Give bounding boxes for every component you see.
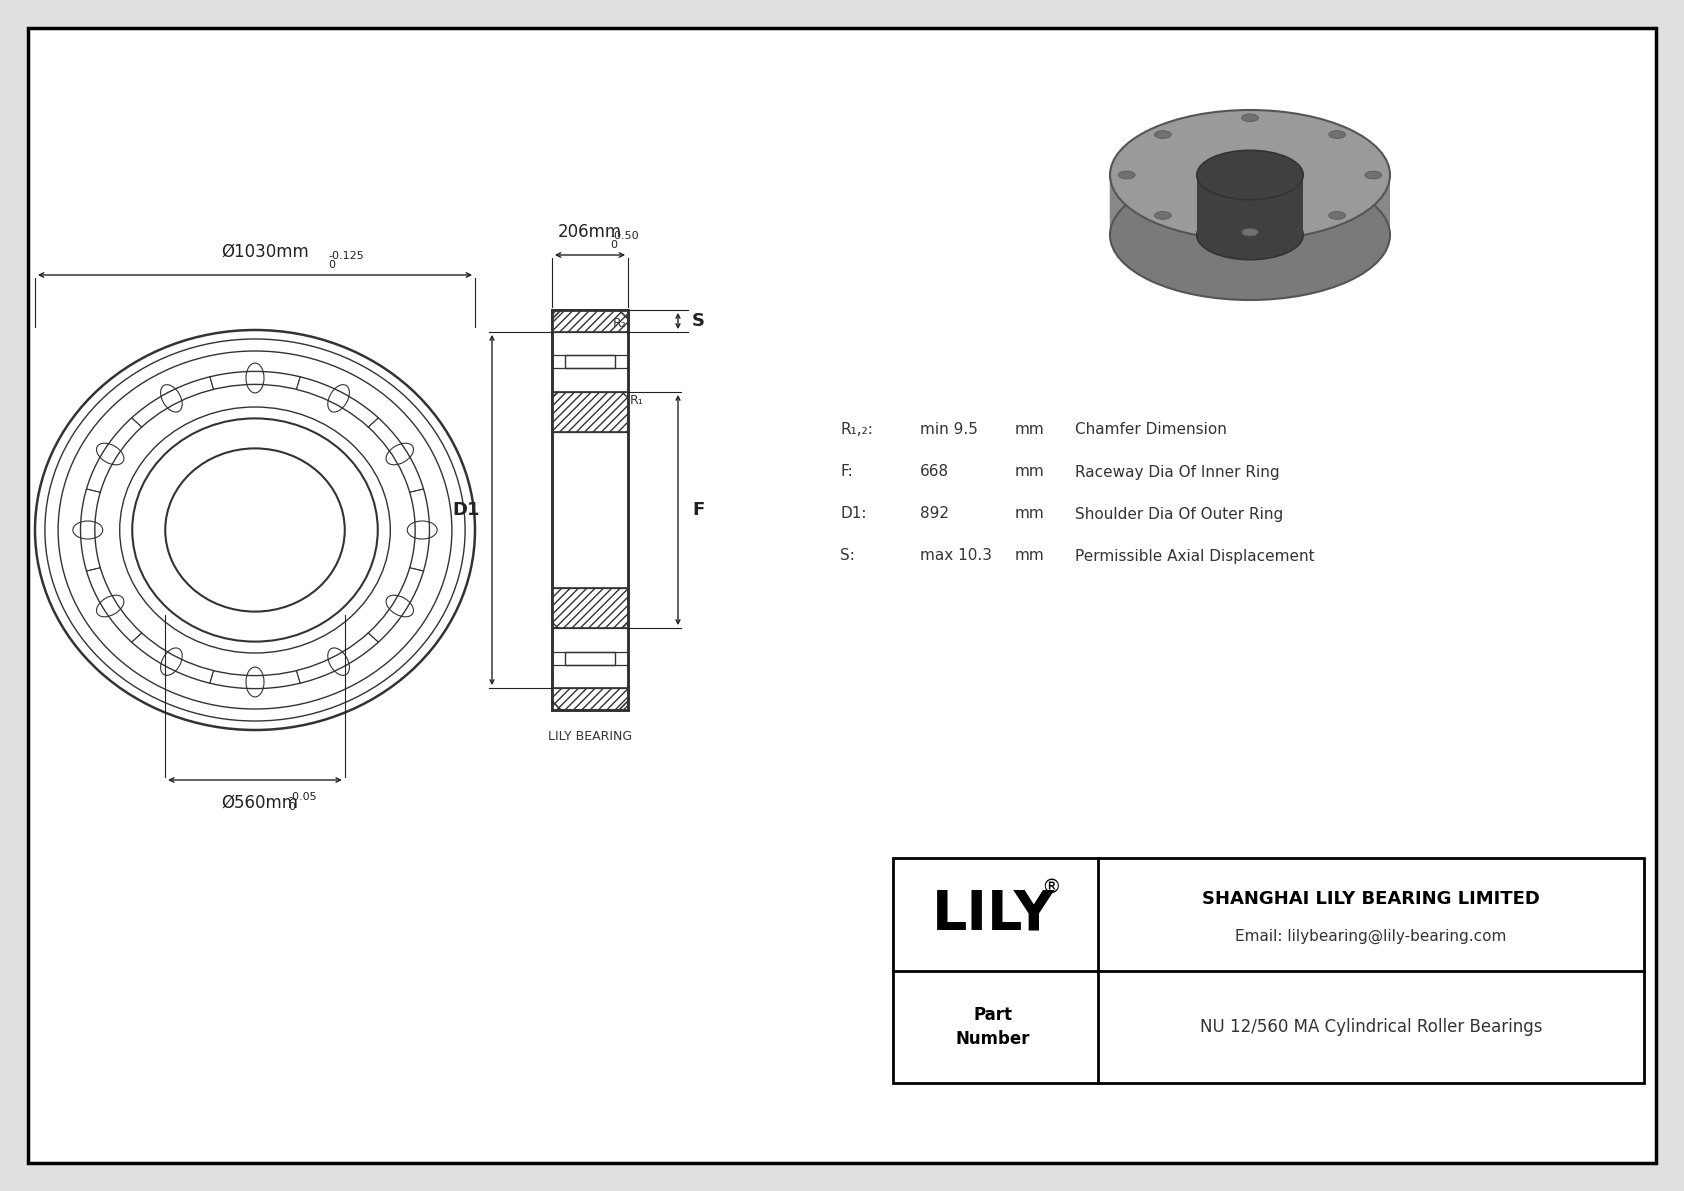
Ellipse shape — [1364, 172, 1381, 179]
Bar — [566, 355, 615, 368]
Text: -0.05: -0.05 — [288, 792, 317, 802]
Text: mm: mm — [1015, 464, 1044, 480]
Text: min 9.5: min 9.5 — [919, 423, 978, 437]
Text: ®: ® — [1041, 878, 1061, 897]
Text: S:: S: — [840, 549, 855, 563]
Bar — [893, 858, 1644, 1083]
Bar — [552, 392, 628, 432]
Text: 206mm: 206mm — [557, 223, 621, 241]
Ellipse shape — [1197, 211, 1303, 260]
Text: -0.50: -0.50 — [610, 231, 638, 241]
Text: 892: 892 — [919, 506, 950, 522]
Text: -0.125: -0.125 — [328, 251, 364, 261]
Text: 0: 0 — [328, 260, 335, 270]
Ellipse shape — [1155, 131, 1172, 138]
Text: mm: mm — [1015, 506, 1044, 522]
Text: Shoulder Dia Of Outer Ring: Shoulder Dia Of Outer Ring — [1074, 506, 1283, 522]
Bar — [1110, 175, 1389, 235]
Ellipse shape — [1110, 110, 1389, 241]
Text: 0: 0 — [288, 802, 295, 812]
Bar — [552, 688, 628, 710]
Text: Permissible Axial Displacement: Permissible Axial Displacement — [1074, 549, 1315, 563]
Bar — [552, 310, 628, 710]
Text: Chamfer Dimension: Chamfer Dimension — [1074, 423, 1228, 437]
Text: LILY BEARING: LILY BEARING — [547, 730, 632, 743]
Text: Raceway Dia Of Inner Ring: Raceway Dia Of Inner Ring — [1074, 464, 1280, 480]
Ellipse shape — [1110, 170, 1389, 300]
Text: D1: D1 — [453, 501, 480, 519]
Text: Part
Number: Part Number — [957, 1006, 1031, 1048]
Bar — [552, 310, 628, 332]
Text: Ø560mm: Ø560mm — [222, 794, 298, 812]
Ellipse shape — [1329, 212, 1346, 219]
Ellipse shape — [1197, 150, 1303, 200]
Text: LILY: LILY — [931, 887, 1054, 941]
Text: R₂: R₂ — [613, 317, 626, 330]
Text: D1:: D1: — [840, 506, 867, 522]
Bar — [552, 310, 628, 710]
Text: Ø1030mm: Ø1030mm — [221, 243, 308, 261]
Text: 0: 0 — [610, 241, 616, 250]
Text: SHANGHAI LILY BEARING LIMITED: SHANGHAI LILY BEARING LIMITED — [1202, 890, 1539, 908]
Text: mm: mm — [1015, 423, 1044, 437]
Ellipse shape — [1329, 131, 1346, 138]
Text: R₁: R₁ — [630, 394, 643, 407]
Ellipse shape — [1155, 212, 1172, 219]
Ellipse shape — [1118, 172, 1135, 179]
Text: Email: lilybearing@lily-bearing.com: Email: lilybearing@lily-bearing.com — [1236, 929, 1507, 944]
Text: mm: mm — [1015, 549, 1044, 563]
Text: NU 12/560 MA Cylindrical Roller Bearings: NU 12/560 MA Cylindrical Roller Bearings — [1199, 1018, 1543, 1036]
Text: 668: 668 — [919, 464, 950, 480]
Text: R₁,₂:: R₁,₂: — [840, 423, 872, 437]
Text: F:: F: — [840, 464, 852, 480]
Bar — [566, 651, 615, 665]
Bar — [552, 588, 628, 628]
Ellipse shape — [1241, 114, 1258, 121]
Text: max 10.3: max 10.3 — [919, 549, 992, 563]
Text: F: F — [692, 501, 704, 519]
Text: S: S — [692, 312, 706, 330]
Ellipse shape — [1241, 229, 1258, 236]
Bar — [1197, 175, 1303, 235]
